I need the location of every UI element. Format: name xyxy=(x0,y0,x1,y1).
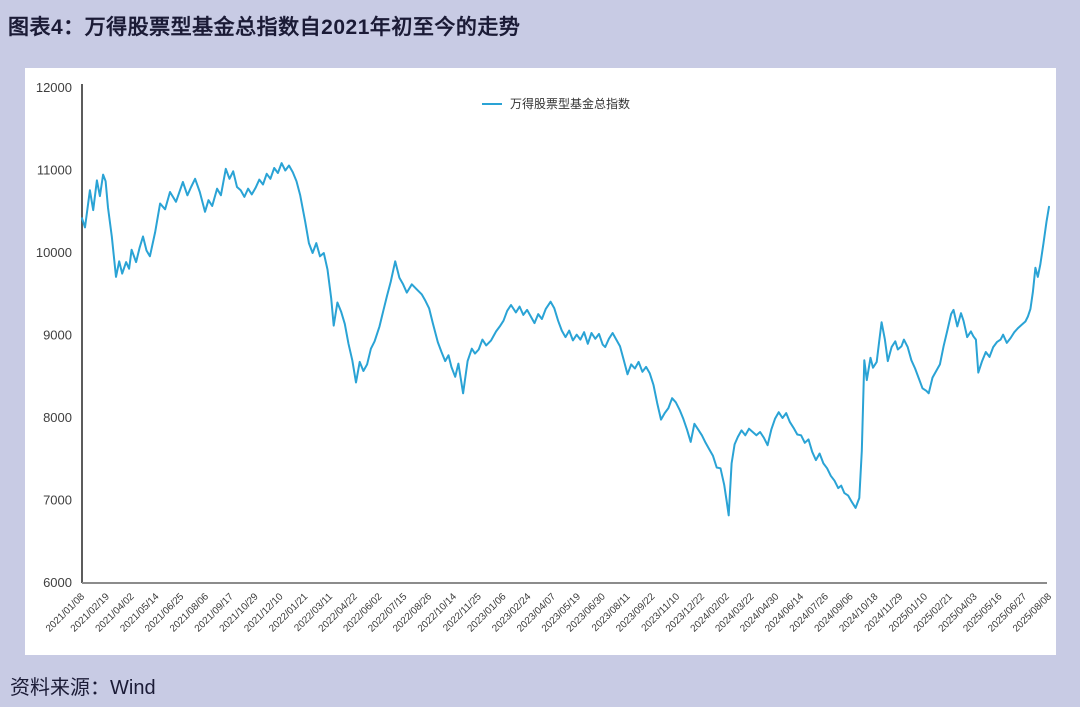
y-axis-tick-label: 6000 xyxy=(43,575,72,590)
source-note: 资料来源：Wind xyxy=(10,677,156,699)
y-axis-tick-label: 8000 xyxy=(43,410,72,425)
series-line xyxy=(81,162,1050,517)
y-axis-tick-label: 7000 xyxy=(43,493,72,508)
y-axis-tick-label: 10000 xyxy=(36,245,72,260)
legend-line-marker xyxy=(482,102,502,105)
fund-index-line-chart: 12000110001000090008000700060002021/01/0… xyxy=(36,80,1055,635)
y-axis-tick-label: 11000 xyxy=(37,163,72,178)
y-axis-tick-label: 9000 xyxy=(43,328,72,343)
chart-legend: 万得股票型基金总指数 xyxy=(482,95,630,112)
chart-card: 12000 11000 10000 9000 8000 7000 6000 2021/01/0… xyxy=(25,68,1056,655)
y-axis-tick-label: 12000 xyxy=(36,80,72,95)
chart-title: 图表4：万得股票型基金总指数自2021年初至今的走势 xyxy=(8,16,521,39)
legend-label: 万得股票型基金总指数 xyxy=(510,97,631,111)
